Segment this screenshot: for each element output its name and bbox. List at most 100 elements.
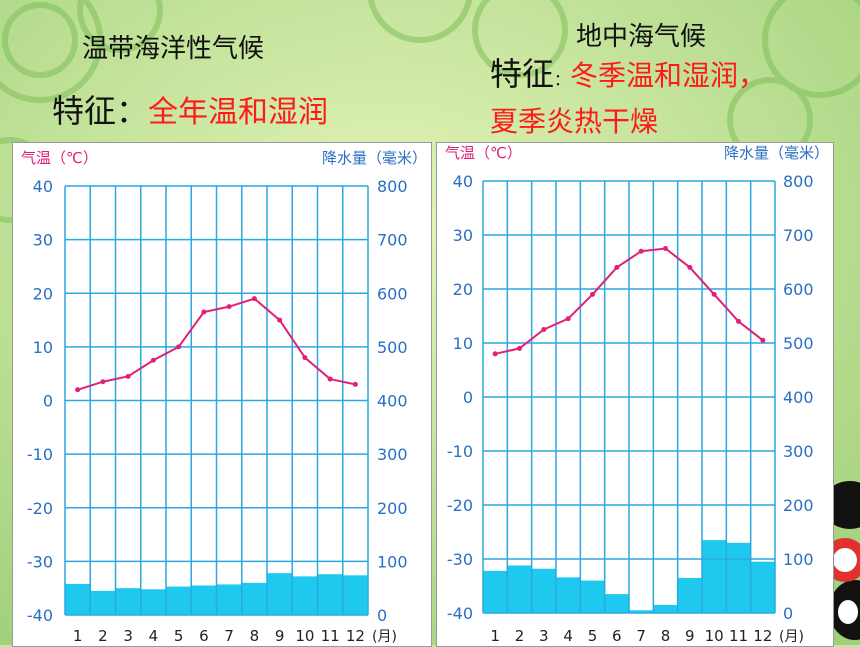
temperature-point-10 <box>711 291 717 297</box>
temperature-tick-label: 40 <box>33 177 53 196</box>
temperature-point-5 <box>590 291 595 297</box>
precipitation-tick-label: 100 <box>377 552 408 571</box>
temperature-point-5 <box>176 344 182 350</box>
precipitation-tick-label: 500 <box>783 334 814 353</box>
month-label: 7 <box>636 627 646 645</box>
temperature-point-4 <box>150 357 156 363</box>
precipitation-bar-3 <box>531 568 556 613</box>
precipitation-bar-8 <box>241 582 267 615</box>
precipitation-bar-12 <box>342 575 368 615</box>
month-label: 11 <box>321 627 340 645</box>
month-label: 9 <box>275 627 285 645</box>
right-chart-panel: 气温（℃） 降水量（毫米） 40 30 20 10 0 -10 -20 -30 -40 800 700 6… <box>436 142 834 647</box>
precipitation-tick-label: 500 <box>377 338 408 357</box>
precipitation-bar-9 <box>677 577 702 613</box>
precipitation-bar-8 <box>653 604 678 613</box>
temperature-tick-label: 10 <box>33 338 53 357</box>
temperature-point-2 <box>100 379 106 385</box>
month-label: 3 <box>539 627 549 645</box>
month-label: 8 <box>661 627 671 645</box>
temperature-tick-label: 0 <box>463 388 473 407</box>
temperature-point-8 <box>663 246 668 251</box>
month-label: 5 <box>588 627 598 645</box>
temperature-point-12 <box>760 337 766 343</box>
month-label: 5 <box>174 627 184 645</box>
month-label: 9 <box>685 627 695 645</box>
precipitation-bar-5 <box>166 586 192 615</box>
temperature-point-2 <box>517 345 522 351</box>
precipitation-tick-label: 600 <box>377 284 408 303</box>
precipitation-bar-9 <box>267 573 293 615</box>
temperature-tick-label: 30 <box>33 231 53 250</box>
month-label: 1 <box>73 627 83 645</box>
month-label: 6 <box>199 627 209 645</box>
month-label: 11 <box>729 627 748 645</box>
temperature-point-12 <box>352 381 358 387</box>
precipitation-bar-1 <box>65 583 91 615</box>
precipitation-bar-7 <box>216 584 242 615</box>
precipitation-bar-4 <box>140 589 166 615</box>
temperature-point-4 <box>565 316 571 322</box>
precipitation-bar-11 <box>317 574 343 615</box>
precipitation-bar-3 <box>115 588 141 615</box>
temperature-tick-label: 30 <box>453 226 473 245</box>
temperature-point-7 <box>226 304 232 310</box>
right-feature-label: 特征 <box>490 55 555 93</box>
left-feature-text: 全年温和湿润 <box>148 95 329 130</box>
temperature-tick-label: -20 <box>447 496 473 515</box>
temperature-point-11 <box>327 376 333 382</box>
left-feature-label: 特征： <box>52 92 149 130</box>
temperature-line <box>77 297 356 391</box>
precipitation-tick-label: 200 <box>377 499 408 518</box>
temperature-tick-label: -20 <box>27 499 53 518</box>
temperature-point-10 <box>302 355 308 361</box>
precipitation-bar-10 <box>702 540 727 613</box>
temperature-tick-label: -40 <box>447 604 473 623</box>
month-label: 3 <box>123 627 133 645</box>
temperature-point-8 <box>251 296 257 302</box>
precipitation-tick-label: 100 <box>783 550 814 569</box>
precipitation-tick-label: 200 <box>783 496 814 515</box>
precipitation-tick-label: 300 <box>377 445 408 464</box>
month-label: 6 <box>612 627 622 645</box>
month-unit-label: (月) <box>372 629 397 645</box>
precipitation-bar-2 <box>507 565 532 613</box>
temperature-point-6 <box>614 264 620 270</box>
temperature-tick-label: -10 <box>447 442 473 461</box>
left-chart-panel: 气温（℃） 降水量（毫米） 40 30 20 10 0 -10 -20 -30 -40 800 700 6… <box>12 142 432 647</box>
temperature-tick-label: 10 <box>453 334 473 353</box>
precipitation-bar-1 <box>483 570 508 613</box>
precipitation-tick-label: 300 <box>783 442 814 461</box>
precipitation-bar-10 <box>292 576 318 615</box>
precipitation-tick-label: 400 <box>377 392 408 411</box>
precipitation-bar-6 <box>604 594 629 613</box>
right-climate-chart: 气温（℃） 降水量（毫米）403020100-10-20-30-408007006… <box>445 144 829 645</box>
temperature-tick-label: -30 <box>27 552 53 571</box>
month-label: 2 <box>515 627 525 645</box>
right-feature-text-line2: 夏季炎热干燥 <box>490 105 659 138</box>
precipitation-bar-12 <box>750 561 775 613</box>
month-label: 12 <box>753 627 772 645</box>
temperature-tick-label: 40 <box>453 172 473 191</box>
month-label: 10 <box>295 627 314 645</box>
temperature-point-9 <box>277 317 283 323</box>
month-label: 10 <box>705 627 724 645</box>
month-label: 7 <box>224 627 234 645</box>
month-label: 4 <box>149 627 159 645</box>
temperature-point-11 <box>736 318 741 324</box>
temperature-point-1 <box>492 351 498 357</box>
left-climate-chart: 气温（℃） 降水量（毫米）403020100-10-20-30-408007006… <box>21 149 427 645</box>
precipitation-tick-label: 600 <box>783 280 814 299</box>
precipitation-tick-label: 400 <box>783 388 814 407</box>
temperature-point-6 <box>201 309 207 315</box>
left-climate-title: 温带海洋性气候 <box>82 34 265 64</box>
precipitation-axis-heading: 降水量（毫米） <box>322 149 427 167</box>
temperature-tick-label: -10 <box>27 445 53 464</box>
temperature-tick-label: 20 <box>33 284 53 303</box>
month-label: 2 <box>98 627 108 645</box>
temperature-tick-label: -30 <box>447 550 473 569</box>
temperature-axis-heading: 气温（℃） <box>445 144 522 162</box>
left-feature: 特征：全年温和湿润 <box>52 86 328 132</box>
month-label: 8 <box>250 627 260 645</box>
precipitation-tick-label: 800 <box>377 177 408 196</box>
